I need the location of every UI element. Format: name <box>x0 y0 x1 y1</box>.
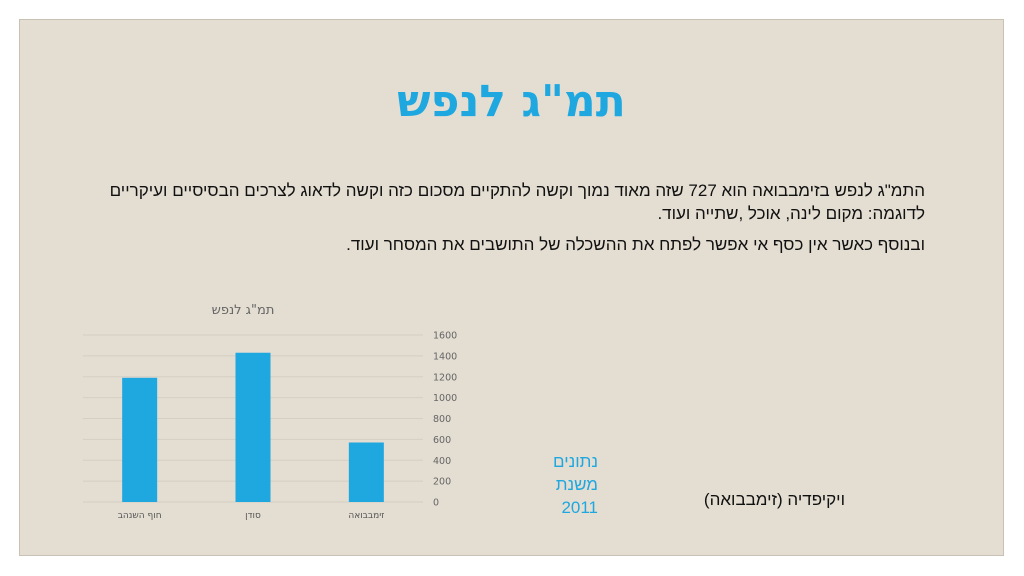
gdp-bar-chart: תמ"ג לנפש 0 200 400 600 800 1000 1200 1400 1600 חו… <box>63 272 463 538</box>
paragraph-gdp: התמ"ג לנפש בזימבבואה הוא 727 שזה מאוד נמ… <box>109 181 925 223</box>
bar <box>235 352 271 502</box>
data-note-line-1: נתונים <box>553 452 598 471</box>
y-tick-label: 1400 <box>433 351 457 362</box>
y-tick-label: 0 <box>433 498 439 509</box>
slide: תמ"ג לנפש התמ"ג לנפש בזימבבואה הוא 727 ש… <box>19 19 1004 556</box>
x-category-label: סודן <box>245 511 261 521</box>
y-tick-label: 200 <box>433 477 451 488</box>
data-note-line-2: משנת <box>555 475 598 494</box>
y-tick-label: 400 <box>433 456 451 467</box>
paragraph-development: ובנוסף כאשר אין כסף אי אפשר לפתח את ההשכ… <box>346 235 925 254</box>
y-tick-label: 600 <box>433 435 451 446</box>
y-tick-label: 1600 <box>433 331 457 342</box>
chart-title: תמ"ג לנפש <box>212 303 275 318</box>
source-text: ויקיפדיה (זימבבואה) <box>703 490 845 509</box>
y-tick-label: 800 <box>433 414 451 425</box>
x-category-label: חוף השנהב <box>118 511 162 521</box>
chart-svg: תמ"ג לנפש 0 200 400 600 800 1000 1200 1400 1600 חו… <box>83 303 457 521</box>
y-tick-label: 1000 <box>433 393 457 404</box>
x-category-label: זימבבואה <box>348 511 384 521</box>
body-text: התמ"ג לנפש בזימבבואה הוא 727 שזה מאוד נמ… <box>95 179 925 264</box>
y-tick-label: 1200 <box>433 372 457 383</box>
bar <box>348 442 384 502</box>
data-note-line-3: 2011 <box>561 498 598 517</box>
slide-title: תמ"ג לנפש <box>397 76 626 127</box>
bar <box>122 377 158 502</box>
data-year-note: נתונים משנת 2011 <box>545 450 598 519</box>
